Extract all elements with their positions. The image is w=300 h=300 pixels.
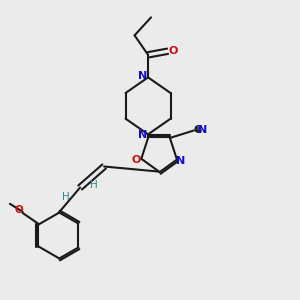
Text: C: C: [194, 125, 202, 135]
Text: N: N: [176, 156, 185, 166]
Text: O: O: [131, 155, 141, 165]
Text: N: N: [138, 130, 147, 140]
Text: O: O: [168, 46, 178, 56]
Text: N: N: [198, 125, 208, 135]
Text: N: N: [138, 71, 147, 82]
Text: H: H: [62, 191, 70, 202]
Text: O: O: [14, 205, 23, 215]
Text: H: H: [90, 179, 98, 190]
